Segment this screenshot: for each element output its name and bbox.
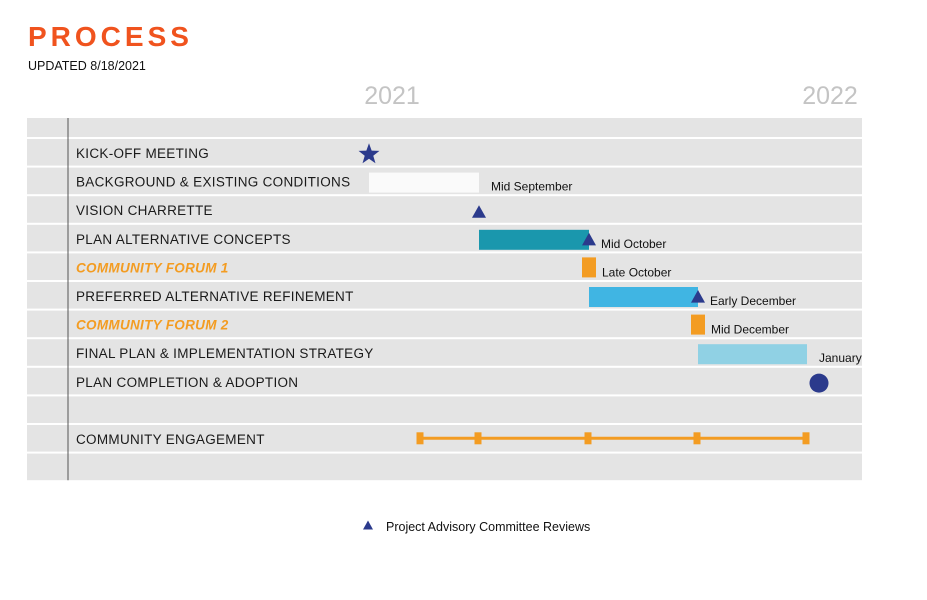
year-label: 2022 <box>802 82 858 110</box>
chart-marks <box>358 143 829 445</box>
row-label: COMMUNITY FORUM 1 <box>76 260 229 275</box>
row-label: PLAN ALTERNATIVE CONCEPTS <box>76 232 291 247</box>
triangle-icon <box>363 520 373 530</box>
engagement-tick <box>584 432 592 445</box>
row-label: PLAN COMPLETION & ADOPTION <box>76 375 298 390</box>
task-annotation: Mid December <box>711 323 789 337</box>
row-band <box>27 224 862 252</box>
row-label: PREFERRED ALTERNATIVE REFINEMENT <box>76 289 354 304</box>
row-band <box>27 139 862 166</box>
forum-block <box>582 257 596 278</box>
row-band <box>27 396 862 423</box>
row-label: KICK-OFF MEETING <box>76 146 209 161</box>
star-marker <box>358 143 380 164</box>
row-band <box>27 310 862 338</box>
task-bar <box>589 287 698 307</box>
row-label: COMMUNITY ENGAGEMENT <box>76 432 265 447</box>
row-label: VISION CHARRETTE <box>76 203 213 218</box>
task-bar <box>369 172 479 193</box>
row-band <box>27 453 862 481</box>
header-band <box>27 118 862 137</box>
chart-legend: Project Advisory Committee Reviews <box>363 520 590 534</box>
engagement-tick <box>693 432 701 445</box>
task-bar <box>698 344 807 365</box>
task-bar <box>479 229 589 250</box>
row-band <box>27 282 862 309</box>
circle-marker <box>809 373 829 393</box>
chart-labels: 2021 2022 KICK-OFF MEETING BACKGROUND & EXI… <box>76 82 862 447</box>
row-band <box>27 367 862 395</box>
engagement-tick <box>416 432 424 445</box>
task-annotation: Mid September <box>491 180 572 194</box>
triangle-marker <box>472 205 486 218</box>
row-label: COMMUNITY FORUM 2 <box>76 318 229 333</box>
forum-block <box>691 314 705 335</box>
milestone-triangle <box>582 232 596 246</box>
page-title: PROCESS <box>28 21 193 52</box>
row-band <box>27 253 862 280</box>
row-band <box>27 196 862 223</box>
updated-date: UPDATED 8/18/2021 <box>28 59 146 73</box>
task-annotation: Mid October <box>601 237 666 251</box>
engagement-tick <box>802 432 810 445</box>
milestone-triangle <box>691 290 705 303</box>
task-annotation: Late October <box>602 265 671 279</box>
legend-label: Project Advisory Committee Reviews <box>386 520 590 534</box>
task-annotation: Early December <box>710 294 796 308</box>
task-annotation: January <box>819 351 862 365</box>
engagement-tick <box>474 432 482 445</box>
row-label: FINAL PLAN & IMPLEMENTATION STRATEGY <box>76 346 374 361</box>
row-label: BACKGROUND & EXISTING CONDITIONS <box>76 175 350 190</box>
year-label: 2021 <box>364 82 420 110</box>
